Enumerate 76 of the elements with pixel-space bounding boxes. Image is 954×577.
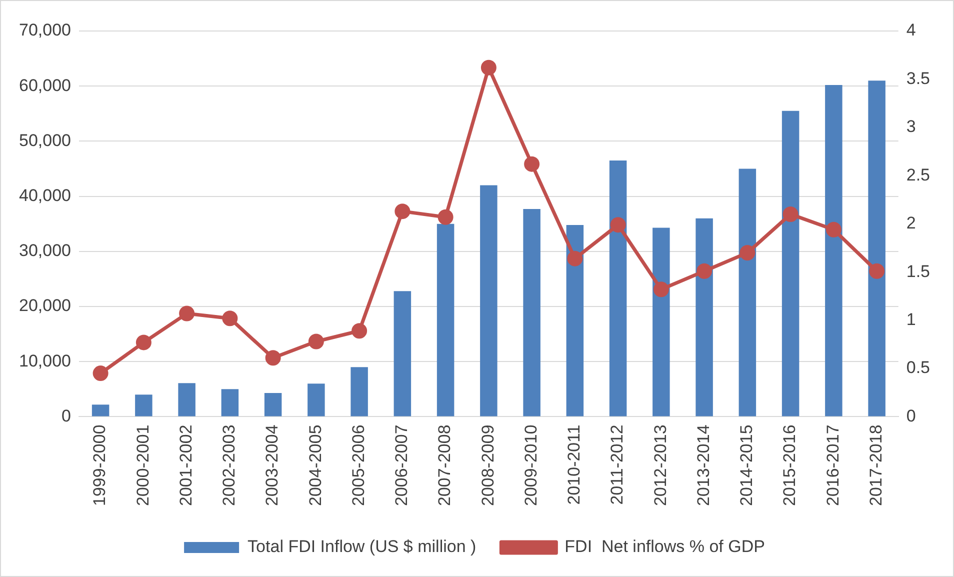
bar <box>652 228 670 416</box>
point <box>610 217 626 233</box>
bar <box>738 168 756 416</box>
x-tick-label: 2017-2018 <box>866 424 886 506</box>
y2-tick-label: 1 <box>906 310 916 329</box>
x-tick-label: 2016-2017 <box>823 424 842 506</box>
x-tick-label: 2010-2011 <box>564 424 584 505</box>
point <box>696 263 712 279</box>
x-tick-label: 2013-2014 <box>694 424 713 506</box>
bar <box>480 185 498 416</box>
point <box>480 60 496 76</box>
point <box>265 350 281 366</box>
point <box>394 204 410 220</box>
x-tick-label: 2004-2005 <box>306 424 325 506</box>
bar <box>308 384 325 416</box>
y-tick-label: 40,000 <box>18 186 71 205</box>
bar <box>350 367 368 416</box>
bar <box>178 383 196 416</box>
y2-tick-label: 3.5 <box>906 68 930 88</box>
point <box>438 209 454 225</box>
bar <box>609 160 627 416</box>
y-tick-label: 60,000 <box>18 76 71 95</box>
bar <box>523 208 540 416</box>
point <box>136 334 152 350</box>
point <box>352 323 368 339</box>
x-tick-label: 2006-2007 <box>392 424 412 506</box>
point <box>308 334 324 350</box>
x-tick-label: 2003-2004 <box>262 424 282 506</box>
bar <box>825 85 842 416</box>
x-tick-label: 2008-2009 <box>478 424 498 506</box>
y2-tick-label: 0.5 <box>906 358 930 378</box>
x-tick-label: 1999-2000 <box>90 424 110 506</box>
x-tick-label: 2002-2003 <box>220 424 239 506</box>
bar <box>566 224 584 416</box>
x-tick-label: 2014-2015 <box>737 424 756 506</box>
point <box>782 206 798 222</box>
bar <box>696 218 713 416</box>
x-tick-label: 2000-2001 <box>133 424 152 506</box>
point <box>869 263 885 279</box>
x-tick-label: 2005-2006 <box>348 424 368 506</box>
bar <box>221 389 239 416</box>
y2-tick-label: 2 <box>906 214 916 233</box>
y-tick-label: 20,000 <box>18 296 71 316</box>
point <box>653 282 669 298</box>
x-tick-label: 2012-2013 <box>650 424 670 506</box>
x-tick-label: 2011-2012 <box>608 424 627 505</box>
bar <box>135 394 152 416</box>
y-tick-label: 0 <box>62 406 71 426</box>
point <box>826 222 842 238</box>
y2-tick-label: 1.5 <box>906 262 930 281</box>
legend-label: FDI Net inflows % of GDP <box>564 537 765 556</box>
point <box>740 245 756 261</box>
y2-tick-label: 0 <box>906 406 916 426</box>
y2-tick-label: 3 <box>906 117 916 136</box>
point <box>92 366 108 382</box>
bar <box>436 224 454 416</box>
bar <box>394 291 412 416</box>
y-tick-label: 70,000 <box>18 20 71 40</box>
bar <box>782 110 800 416</box>
point <box>524 156 540 172</box>
y2-tick-label: 2.5 <box>906 165 930 184</box>
x-tick-label: 2009-2010 <box>521 424 540 506</box>
point <box>222 310 238 326</box>
x-tick-label: 2007-2008 <box>435 424 454 506</box>
legend-label: Total FDI Inflow (US $ million ) <box>248 537 476 556</box>
x-tick-label: 2015-2016 <box>780 424 800 506</box>
x-tick-label: 2001-2002 <box>176 424 196 506</box>
bar <box>92 404 110 416</box>
y2-tick-label: 4 <box>906 20 916 40</box>
point <box>179 306 195 322</box>
bar <box>868 80 886 416</box>
bar <box>264 393 282 416</box>
y-tick-label: 10,000 <box>18 351 71 370</box>
y-tick-label: 50,000 <box>18 130 71 150</box>
y-tick-label: 30,000 <box>18 241 71 260</box>
point <box>567 250 583 266</box>
